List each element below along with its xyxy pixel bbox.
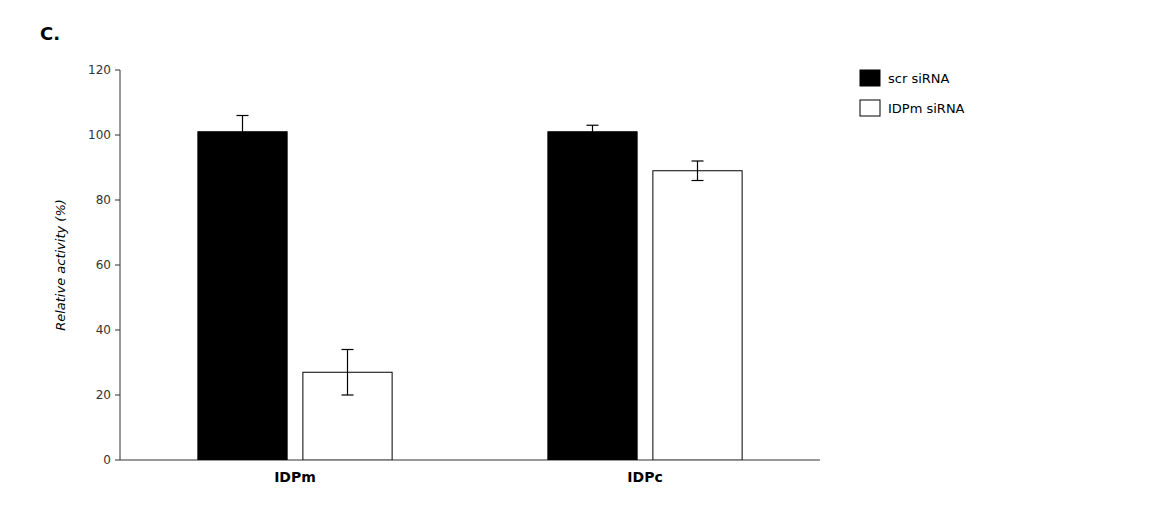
y-tick bbox=[115, 70, 120, 71]
y-tick bbox=[115, 265, 120, 266]
x-tick-label: IDPc bbox=[627, 469, 662, 485]
y-tick bbox=[115, 200, 120, 201]
y-tick-label: 80 bbox=[96, 193, 111, 207]
error-bar bbox=[237, 116, 249, 149]
y-tick-label: 40 bbox=[96, 323, 111, 337]
legend-label: scr siRNA bbox=[888, 71, 950, 86]
plot-area bbox=[198, 116, 742, 461]
legend-label: IDPm siRNA bbox=[888, 101, 965, 116]
y-tick bbox=[115, 330, 120, 331]
error-bar bbox=[587, 125, 599, 138]
y-tick bbox=[115, 460, 120, 461]
bar bbox=[548, 132, 637, 460]
y-tick bbox=[115, 135, 120, 136]
y-tick-label: 0 bbox=[103, 453, 111, 467]
y-tick-label: 60 bbox=[96, 258, 111, 272]
x-tick-label: IDPm bbox=[274, 469, 316, 485]
error-bar bbox=[692, 161, 704, 181]
legend-swatch bbox=[860, 70, 880, 86]
title: C. bbox=[40, 23, 60, 44]
y-tick-label: 20 bbox=[96, 388, 111, 402]
y-tick-label: 120 bbox=[88, 63, 111, 77]
y-tick bbox=[115, 395, 120, 396]
legend-swatch bbox=[860, 100, 880, 116]
error-bar bbox=[342, 350, 354, 396]
legend: scr siRNA IDPm siRNA bbox=[860, 70, 965, 116]
y-tick-label: 100 bbox=[88, 128, 111, 142]
chart: C. 0 20 40 60 80 100 120 Relative activity (%) ID… bbox=[0, 0, 1156, 518]
bar bbox=[198, 132, 287, 460]
bar bbox=[653, 171, 742, 460]
y-axis-label: Relative activity (%) bbox=[53, 199, 68, 331]
